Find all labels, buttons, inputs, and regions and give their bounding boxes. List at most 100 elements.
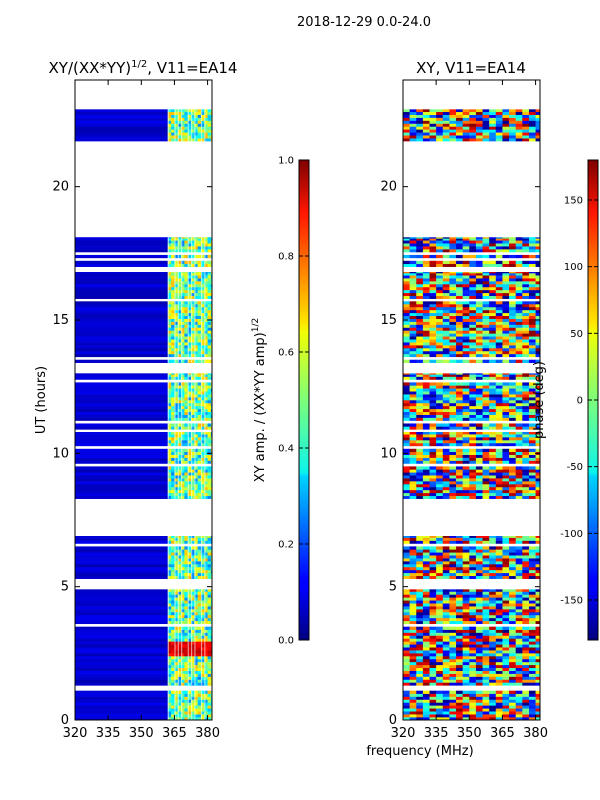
amplitude-cell: [191, 537, 195, 541]
amplitude-cell: [204, 460, 208, 464]
phase-cell: [403, 405, 410, 410]
phase-cell: [528, 408, 536, 413]
phase-cell: [522, 359, 530, 363]
amplitude-cell: [191, 475, 195, 479]
phase-cell: [409, 653, 417, 657]
amplitude-cell: [187, 572, 192, 577]
phase-cell: [489, 442, 497, 447]
amplitude-cell: [184, 402, 188, 407]
amplitude-cell: [177, 546, 182, 550]
amplitude-cell: [177, 120, 182, 124]
phase-cell: [469, 679, 477, 683]
phase-cell: [522, 597, 530, 601]
phase-cell: [528, 589, 536, 592]
phase-cell: [482, 402, 490, 407]
phase-cell: [422, 638, 430, 642]
amplitude-cell: [187, 432, 192, 435]
phase-cell: [522, 591, 530, 595]
phase-cell: [416, 594, 424, 598]
amplitude-cell: [210, 635, 212, 639]
amplitude-cell: [171, 272, 175, 274]
phase-cell: [522, 555, 530, 559]
amplitude-cell: [177, 638, 182, 642]
amplitude-y-axis-label: UT (hours): [34, 366, 49, 434]
phase-cell: [416, 301, 424, 305]
phase-cell: [442, 478, 450, 482]
phase-cell: [495, 295, 503, 299]
phase-cell: [449, 281, 457, 285]
amplitude-cell: [181, 324, 185, 328]
amplitude-cell: [171, 597, 175, 601]
phase-cell: [442, 411, 450, 415]
phase-cell: [449, 475, 457, 479]
phase-cell: [416, 606, 424, 610]
amplitude-cell: [197, 336, 202, 340]
phase-cell: [482, 673, 490, 677]
phase-cell: [422, 536, 430, 538]
phase-cell: [502, 414, 510, 418]
phase-cell: [449, 575, 457, 579]
amplitude-cell: [194, 394, 198, 398]
phase-cell: [403, 306, 410, 311]
phase-cell: [449, 549, 457, 553]
amplitude-cell: [184, 609, 188, 613]
phase-cell: [495, 345, 503, 349]
amplitude-cell: [181, 638, 185, 642]
amplitude-cell: [171, 138, 175, 142]
phase-cell: [416, 717, 424, 720]
amplitude-cell: [187, 656, 192, 660]
amplitude-cell: [204, 653, 208, 657]
amplitude-cell: [75, 693, 168, 697]
amplitude-cell: [167, 575, 172, 579]
phase-cell: [502, 609, 510, 613]
phase-cell: [502, 549, 510, 553]
amplitude-cell: [75, 289, 168, 294]
phase-cell: [522, 609, 530, 613]
phase-cell: [502, 603, 510, 607]
amplitude-cell: [177, 492, 182, 497]
phase-cell: [429, 702, 437, 706]
amplitude-cell: [197, 345, 202, 349]
phase-cell: [528, 460, 536, 464]
amplitude-cell: [197, 240, 202, 244]
phase-cell: [535, 460, 540, 464]
phase-cell: [495, 606, 503, 610]
amplitude-cell: [197, 309, 202, 314]
phase-cell: [442, 647, 450, 651]
phase-cell: [482, 272, 490, 274]
phase-cell: [422, 321, 430, 325]
phase-cell: [469, 569, 477, 574]
phase-cell: [489, 330, 497, 334]
amplitude-cell: [191, 382, 195, 386]
amplitude-cell: [181, 414, 185, 418]
phase-cell: [456, 664, 463, 669]
phase-cell: [522, 714, 530, 718]
amplitude-cell: [184, 555, 188, 559]
amplitude-cell: [167, 469, 172, 473]
phase-cell: [403, 400, 410, 404]
phase-cell: [489, 575, 497, 579]
phase-cell: [409, 423, 417, 427]
phase-cell: [416, 696, 424, 700]
amplitude-cell: [197, 312, 202, 317]
phase-cell: [416, 629, 424, 633]
phase-cell: [409, 330, 417, 334]
phase-cell: [456, 597, 463, 601]
phase-cell: [535, 292, 540, 297]
phase-cell: [522, 318, 530, 322]
amplitude-cell: [207, 126, 212, 130]
amplitude-cell: [204, 696, 208, 700]
phase-cell: [409, 629, 417, 633]
amplitude-cell: [200, 600, 205, 604]
amplitude-cell: [75, 451, 168, 455]
amplitude-cell: [197, 339, 202, 343]
phase-cell: [449, 537, 457, 541]
phase-cell: [456, 278, 463, 282]
phase-cell: [509, 437, 516, 441]
phase-cell: [462, 397, 470, 401]
amplitude-cell: [207, 572, 212, 577]
colorbar-tick-label: 1.0: [278, 156, 294, 167]
amplitude-cell: [181, 373, 185, 375]
amplitude-cell: [207, 566, 212, 571]
phase-cell: [409, 478, 417, 482]
